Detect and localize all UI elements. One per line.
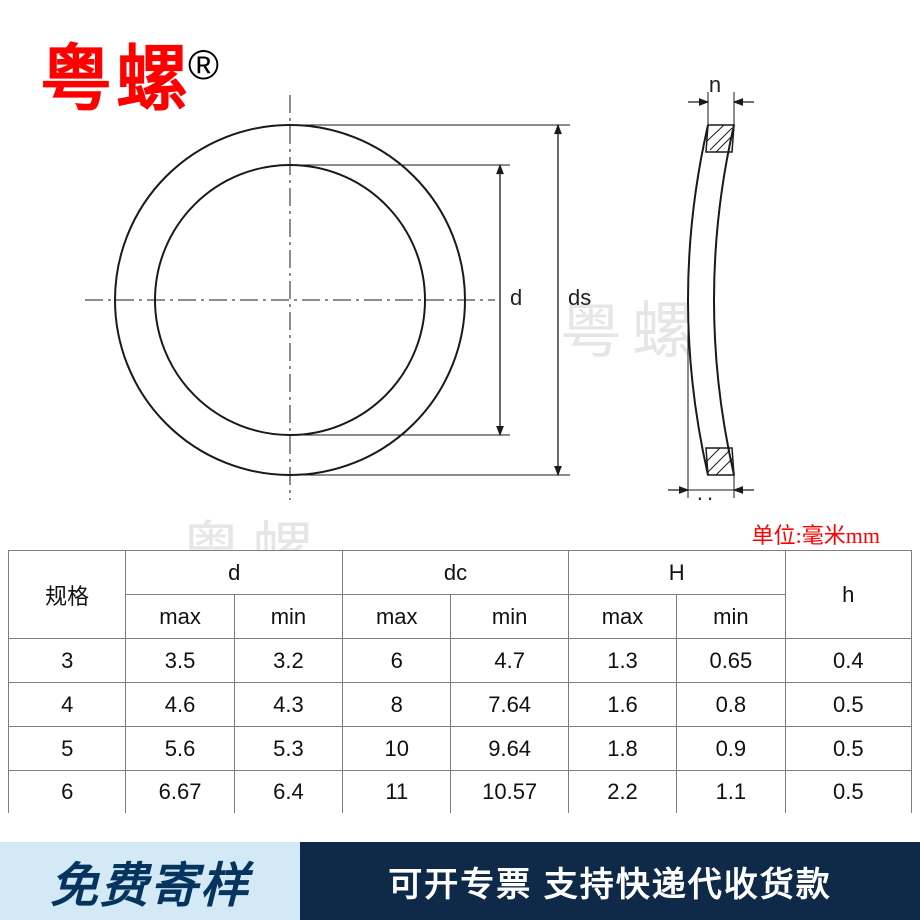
table-cell: 1.3 (568, 639, 676, 683)
table-cell: 0.5 (785, 727, 911, 771)
table-row: 66.676.41110.572.21.10.5 (9, 771, 912, 814)
dim-label-ds: ds (568, 285, 591, 310)
col-dc-min: min (451, 595, 568, 639)
col-H-min: min (677, 595, 785, 639)
table-cell: 1.6 (568, 683, 676, 727)
col-H-cap: H (568, 551, 785, 595)
table-cell: 3 (9, 639, 126, 683)
front-view: d ds (85, 95, 591, 500)
table-cell: 4 (9, 683, 126, 727)
table-row: 55.65.3109.641.80.90.5 (9, 727, 912, 771)
table-cell: 6 (9, 771, 126, 814)
table-cell: 0.9 (677, 727, 785, 771)
technical-diagram: d ds (30, 80, 890, 500)
table-cell: 5.6 (126, 727, 234, 771)
table-cell: 9.64 (451, 727, 568, 771)
dim-label-d: d (510, 285, 522, 310)
table-row: 33.53.264.71.30.650.4 (9, 639, 912, 683)
side-view: h H (668, 80, 754, 500)
table-cell: 0.5 (785, 771, 911, 814)
col-H-max: max (568, 595, 676, 639)
col-dc: dc (343, 551, 569, 595)
dim-label-H-cap: H (697, 493, 713, 500)
table-header-row-2: max min max min max min (9, 595, 912, 639)
units-label: 单位:毫米mm (752, 518, 880, 550)
table-cell: 7.64 (451, 683, 568, 727)
table-cell: 5 (9, 727, 126, 771)
table-cell: 8 (343, 683, 451, 727)
banner-left: 免费寄样 (0, 842, 300, 920)
table-cell: 0.65 (677, 639, 785, 683)
table-cell: 10 (343, 727, 451, 771)
col-h: h (785, 551, 911, 639)
table-row: 44.64.387.641.60.80.5 (9, 683, 912, 727)
table-cell: 3.2 (234, 639, 342, 683)
col-d: d (126, 551, 343, 595)
col-dc-max: max (343, 595, 451, 639)
table-cell: 6 (343, 639, 451, 683)
table-cell: 2.2 (568, 771, 676, 814)
table-cell: 4.6 (126, 683, 234, 727)
table-cell: 10.57 (451, 771, 568, 814)
spec-table: 规格 d dc H h max min max min max min 33.5… (8, 550, 912, 813)
table-cell: 1.1 (677, 771, 785, 814)
table-cell: 0.8 (677, 683, 785, 727)
col-d-max: max (126, 595, 234, 639)
table-cell: 4.7 (451, 639, 568, 683)
table-header-row-1: 规格 d dc H h (9, 551, 912, 595)
dim-label-h: h (709, 80, 721, 97)
table-cell: 5.3 (234, 727, 342, 771)
col-spec: 规格 (9, 551, 126, 639)
table-cell: 3.5 (126, 639, 234, 683)
table-cell: 6.4 (234, 771, 342, 814)
table-cell: 4.3 (234, 683, 342, 727)
banner-right: 可开专票 支持快递代收货款 (300, 842, 920, 920)
promo-banner: 免费寄样 可开专票 支持快递代收货款 (0, 842, 920, 920)
table-cell: 11 (343, 771, 451, 814)
table-cell: 6.67 (126, 771, 234, 814)
table-cell: 0.4 (785, 639, 911, 683)
table-cell: 0.5 (785, 683, 911, 727)
col-d-min: min (234, 595, 342, 639)
table-cell: 1.8 (568, 727, 676, 771)
